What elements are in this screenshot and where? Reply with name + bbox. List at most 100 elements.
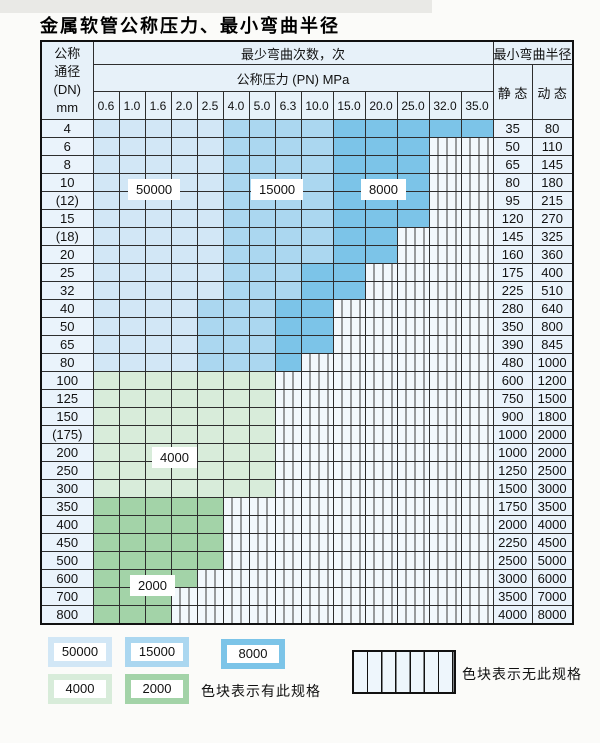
static-radius-cell: 50 [492, 137, 533, 156]
no-spec-cell [274, 443, 302, 462]
no-spec-cell [364, 605, 398, 625]
dn-cell: 65 [40, 335, 94, 354]
no-spec-cell [332, 533, 366, 552]
no-spec-cell [428, 227, 462, 246]
static-radius-cell: 2250 [492, 533, 533, 552]
spec-available-cell [92, 425, 120, 444]
no-spec-cell [396, 533, 430, 552]
zone-label-4000: 4000 [152, 447, 197, 468]
no-spec-cell [396, 317, 430, 336]
no-spec-cell [364, 569, 398, 588]
no-spec-cell [332, 353, 366, 372]
no-spec-cell [460, 191, 494, 210]
spec-available-cell [396, 209, 430, 228]
table-row: (18) 145 325 [40, 227, 574, 246]
spec-available-cell [274, 335, 302, 354]
spec-available-cell [248, 425, 276, 444]
dn-cell: (12) [40, 191, 94, 210]
spec-available-cell [222, 389, 250, 408]
no-spec-cell [364, 317, 398, 336]
no-spec-cell [428, 425, 462, 444]
no-spec-cell [222, 605, 250, 625]
static-radius-cell: 145 [492, 227, 533, 246]
spec-available-cell [222, 227, 250, 246]
spec-available-cell [170, 227, 198, 246]
no-spec-cell [428, 479, 462, 498]
no-spec-cell [396, 551, 430, 570]
no-spec-cell [364, 353, 398, 372]
no-spec-cell [428, 443, 462, 462]
spec-available-cell [170, 335, 198, 354]
no-spec-cell [300, 371, 334, 390]
spec-available-cell [196, 443, 224, 462]
no-spec-cell [396, 497, 430, 516]
no-spec-cell [396, 569, 430, 588]
no-spec-cell [460, 227, 494, 246]
no-spec-cell [396, 443, 430, 462]
dn-cell: 50 [40, 317, 94, 336]
scan-artifact-strip [0, 0, 432, 13]
spec-available-cell [248, 389, 276, 408]
spec-available-cell [92, 227, 120, 246]
dn-cell: 300 [40, 479, 94, 498]
no-spec-cell [428, 497, 462, 516]
spec-available-cell [92, 137, 120, 156]
no-spec-cell [364, 479, 398, 498]
header-row-2: 公称压力 (PN) MPa 静 态 动 态 [41, 64, 574, 120]
no-spec-cell [364, 497, 398, 516]
spec-available-cell [196, 119, 224, 138]
legend-chip-15000: 15000 [125, 637, 189, 667]
spec-available-cell [144, 263, 172, 282]
spec-available-cell [118, 389, 146, 408]
no-spec-cell [460, 533, 494, 552]
no-spec-cell [364, 443, 398, 462]
no-spec-cell [248, 497, 276, 516]
page-title: 金属软管公称压力、最小弯曲半径 [40, 16, 340, 36]
spec-available-cell [118, 245, 146, 264]
spec-available-cell [300, 209, 334, 228]
spec-available-cell [300, 173, 334, 192]
spec-available-cell [170, 551, 198, 570]
no-spec-cell [396, 263, 430, 282]
no-spec-cell [274, 605, 302, 625]
spec-available-cell [332, 173, 366, 192]
dynamic-radius-cell: 1200 [531, 371, 574, 390]
no-spec-cell [274, 389, 302, 408]
spec-available-cell [274, 119, 302, 138]
no-spec-cell [428, 281, 462, 300]
no-spec-cell [332, 443, 366, 462]
static-radius-cell: 750 [492, 389, 533, 408]
spec-available-cell [196, 263, 224, 282]
no-spec-cell [332, 407, 366, 426]
no-spec-cell [300, 479, 334, 498]
table-row: 125 750 1500 [40, 389, 574, 408]
spec-available-cell [300, 155, 334, 174]
static-radius-cell: 390 [492, 335, 533, 354]
spec-available-cell [118, 515, 146, 534]
spec-available-cell [248, 281, 276, 300]
no-spec-cell [300, 497, 334, 516]
spec-available-cell [170, 479, 198, 498]
zone-label-50000: 50000 [128, 179, 181, 200]
spec-available-cell [222, 353, 250, 372]
table-row: 600 3000 6000 [40, 569, 574, 588]
spec-available-cell [196, 389, 224, 408]
no-spec-cell [428, 299, 462, 318]
dynamic-radius-cell: 800 [531, 317, 574, 336]
spec-available-cell [170, 281, 198, 300]
pressure-value-header: 20.0 [364, 91, 398, 120]
spec-available-cell [332, 281, 366, 300]
no-spec-cell [460, 137, 494, 156]
no-spec-cell [364, 281, 398, 300]
zone-label-8000: 8000 [361, 179, 406, 200]
pressure-value-header: 4.0 [222, 91, 250, 120]
legend-hatch-box [352, 650, 456, 694]
no-spec-cell [248, 587, 276, 606]
dynamic-radius-cell: 8000 [531, 605, 574, 625]
dn-cell: 200 [40, 443, 94, 462]
spec-available-cell [196, 551, 224, 570]
no-spec-cell [460, 587, 494, 606]
no-spec-cell [364, 371, 398, 390]
no-spec-cell [428, 551, 462, 570]
spec-available-cell [196, 227, 224, 246]
